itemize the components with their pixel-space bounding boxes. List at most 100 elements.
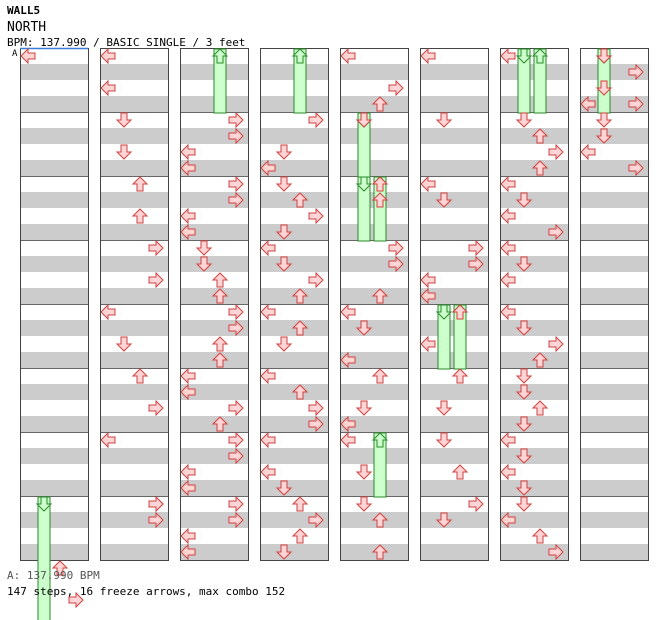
step-arrow [548,223,564,241]
beat-row [260,400,328,416]
chart-column [260,48,329,561]
step-arrow [371,288,389,304]
beat-row [100,384,168,400]
step-arrow [531,400,549,416]
beat-row [340,304,408,320]
beat-row [580,176,648,192]
beat-row [20,464,88,480]
beat-row [340,400,408,416]
beat-row [420,144,488,160]
step-arrow [515,496,533,512]
step-arrow [228,127,244,145]
freeze-head [211,48,229,64]
beat-row [20,112,88,128]
beat-row [500,384,568,400]
step-arrow [260,367,276,385]
step-arrow [291,192,309,208]
step-arrow [180,463,196,481]
beat-row [20,304,88,320]
beat-row [500,448,568,464]
step-arrow [500,207,516,225]
beat-row [260,256,328,272]
step-arrow [435,192,453,208]
step-arrow [500,271,516,289]
beat-row [500,320,568,336]
beat-row [580,400,648,416]
step-arrow [515,256,533,272]
chart-column [580,48,649,561]
beat-row [580,48,648,64]
step-arrow [115,336,133,352]
step-arrow [275,256,293,272]
beat-row [20,528,88,544]
beat-row [260,160,328,176]
step-arrow [228,191,244,209]
beat-row [340,320,408,336]
beat-row [580,80,648,96]
step-arrow [420,271,436,289]
freeze-arrow [435,304,453,370]
beat-row [260,512,328,528]
beat-row [420,64,488,80]
step-arrow [228,495,244,513]
step-arrow [500,303,516,321]
freeze-head [371,432,389,448]
beat-row [420,528,488,544]
beat-row [500,256,568,272]
step-arrow [515,192,533,208]
beat-row [20,64,88,80]
beat-row [340,240,408,256]
beat-row [180,112,248,128]
beat-row [420,432,488,448]
step-arrow [595,128,613,144]
beat-row [180,432,248,448]
step-arrow [500,511,516,529]
step-arrow [291,384,309,400]
beat-row [260,240,328,256]
beat-row [260,176,328,192]
step-arrow [131,208,149,224]
step-arrow [228,303,244,321]
beat-row [580,432,648,448]
step-arrow [115,144,133,160]
beat-row [580,528,648,544]
mode-text: BASIC SINGLE / 3 feet [106,36,246,49]
step-arrow [100,79,116,97]
step-arrow [340,47,356,65]
beat-row [580,240,648,256]
beat-row [420,272,488,288]
step-arrow [388,255,404,273]
beat-row [20,208,88,224]
beat-row [340,528,408,544]
beat-row [100,336,168,352]
step-arrow [180,479,196,497]
step-arrow [260,303,276,321]
beat-row [20,416,88,432]
beat-row [20,176,88,192]
beat-row [20,256,88,272]
step-arrow [131,368,149,384]
beat-row [20,384,88,400]
step-arrow [260,463,276,481]
step-arrow [340,351,356,369]
beat-row [100,304,168,320]
freeze-head [35,496,53,512]
freeze-arrow [211,48,229,114]
step-arrow [308,111,324,129]
beat-row [180,448,248,464]
beat-row [500,464,568,480]
step-arrow [531,528,549,544]
step-arrow [180,207,196,225]
beat-row [340,384,408,400]
beat-row [580,224,648,240]
beat-row [100,464,168,480]
step-arrow [355,320,373,336]
beat-row [500,288,568,304]
beat-row [420,400,488,416]
step-arrow [211,336,229,352]
step-arrow [211,288,229,304]
step-arrow [275,144,293,160]
beat-row [420,128,488,144]
beat-row [580,384,648,400]
